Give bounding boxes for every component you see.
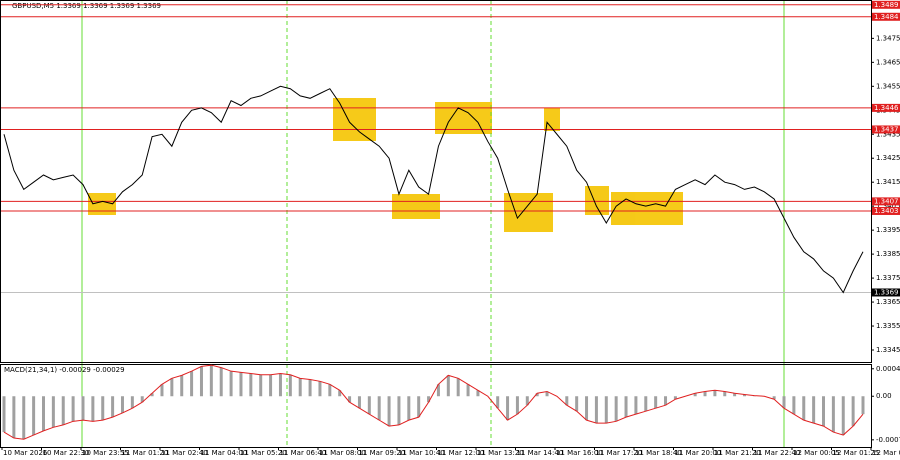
level-label-bg <box>872 125 900 134</box>
y-tick-label: 1.3375 <box>876 274 900 282</box>
x-tick-label: 11 Mar 02:40 <box>161 449 208 457</box>
x-tick-label: 11 Mar 12:00 <box>438 449 485 457</box>
level-label: 1.3484 <box>874 13 899 21</box>
level-label: 1.3446 <box>874 104 899 112</box>
x-tick-label: 12 Mar 01:25 <box>833 449 880 457</box>
x-tick-label: 11 Mar 08:00 <box>319 449 366 457</box>
x-tick-label: 10 Mar 23:55 <box>82 449 129 457</box>
macd-title: MACD(21,34,1) -0.00029 -0.00029 <box>4 366 125 374</box>
x-tick-label: 11 Mar 20:00 <box>675 449 722 457</box>
x-tick-label: 11 Mar 01:20 <box>122 449 169 457</box>
level-label-bg <box>872 206 900 215</box>
x-tick-label: 11 Mar 22:40 <box>754 449 801 457</box>
level-label-bg <box>872 197 900 206</box>
zone <box>333 98 376 141</box>
zone <box>504 193 553 232</box>
y-tick-label: 1.3415 <box>876 178 900 186</box>
x-tick-label: 12 Mar 00:05 <box>793 449 840 457</box>
zone <box>611 192 683 225</box>
level-label: 1.3489 <box>874 1 899 9</box>
current-price-bg <box>872 288 900 297</box>
y-tick-label: 1.3425 <box>876 154 900 162</box>
y-tick-label: 1.3385 <box>876 250 900 258</box>
y-tick-label: 1.3435 <box>876 130 900 138</box>
zone <box>88 193 116 215</box>
level-label: 1.3437 <box>874 125 899 133</box>
zone <box>585 186 609 215</box>
level-label: 1.3407 <box>874 197 899 205</box>
current-price-label: 1.3369 <box>874 288 899 296</box>
zone <box>392 194 440 219</box>
price-line <box>3 85 864 294</box>
x-tick-label: 11 Mar 09:20 <box>359 449 406 457</box>
x-tick-label: 11 Mar 06:40 <box>280 449 327 457</box>
level-label-bg <box>872 12 900 21</box>
y-tick-label: 1.3395 <box>876 226 900 234</box>
x-tick-label: 11 Mar 17:20 <box>596 449 643 457</box>
x-tick-label: 11 Mar 14:40 <box>517 449 564 457</box>
x-tick-label: 11 Mar 04:00 <box>201 449 248 457</box>
y-tick-label: 1.3365 <box>876 298 900 306</box>
y-tick-label: 1.3345 <box>876 346 900 354</box>
level-label: 1.3403 <box>874 207 899 215</box>
level-label-bg <box>872 0 900 9</box>
x-tick-label: 11 Mar 05:20 <box>240 449 287 457</box>
macd-y-tick-label: 0.00 <box>876 392 892 400</box>
x-tick-label: 12 Mar 02:45 <box>872 449 900 457</box>
highlight-boxes <box>88 98 683 232</box>
y-tick-label: 1.3405 <box>876 202 900 210</box>
level-label-bg <box>872 103 900 112</box>
session-lines <box>81 0 785 447</box>
y-tick-label: 1.3455 <box>876 82 900 90</box>
y-tick-label: 1.3465 <box>876 58 900 66</box>
x-tick-label: 10 Mar 22:30 <box>43 449 90 457</box>
macd-y-tick-label: -0.00073 <box>876 436 900 444</box>
x-tick-label: 11 Mar 18:40 <box>635 449 682 457</box>
x-tick-label: 11 Mar 10:40 <box>398 449 445 457</box>
x-tick-label: 11 Mar 13:20 <box>477 449 524 457</box>
chart-title: GBPUSD,M5 1.3369 1.3369 1.3369 1.3369 <box>12 2 161 10</box>
zone <box>435 102 492 134</box>
y-tick-label: 1.3475 <box>876 34 900 42</box>
zone <box>544 108 560 131</box>
macd-signal-line <box>3 364 864 440</box>
y-tick-label: 1.3355 <box>876 322 900 330</box>
price-frame <box>0 0 872 363</box>
x-tick-label: 11 Mar 16:00 <box>556 449 603 457</box>
macd-y-tick-label: 0.00046 <box>876 365 900 373</box>
x-tick-label: 10 Mar 2026 <box>3 449 48 457</box>
x-tick-label: 11 Mar 21:20 <box>714 449 761 457</box>
